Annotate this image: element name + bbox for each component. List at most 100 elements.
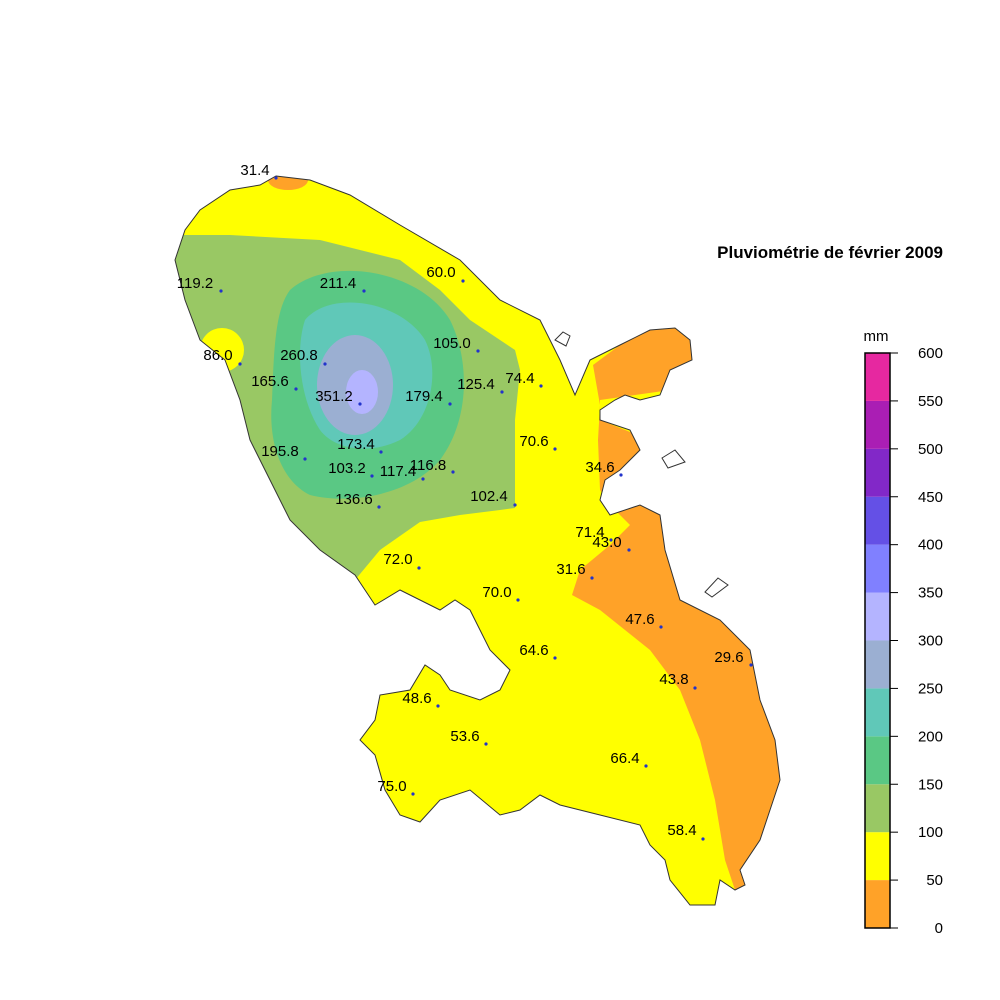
station-dot bbox=[500, 390, 504, 394]
legend-bin bbox=[865, 448, 890, 497]
legend-tick-label: 250 bbox=[918, 680, 943, 697]
station-label: 43.0 bbox=[592, 534, 621, 551]
station-label: 173.4 bbox=[337, 436, 375, 453]
legend-tick-label: 300 bbox=[918, 633, 943, 650]
legend-tick-label: 50 bbox=[926, 872, 943, 889]
legend-bin bbox=[865, 784, 890, 833]
zone-0-50 bbox=[268, 176, 308, 190]
legend-tick-label: 100 bbox=[918, 824, 943, 841]
station-dot bbox=[436, 704, 440, 708]
station-dot bbox=[461, 279, 465, 283]
station-label: 47.6 bbox=[625, 611, 654, 628]
station-label: 179.4 bbox=[405, 388, 443, 405]
station-dot bbox=[627, 548, 631, 552]
station-label: 34.6 bbox=[585, 459, 614, 476]
map-title: Pluviométrie de février 2009 bbox=[717, 243, 943, 262]
legend-tick-label: 0 bbox=[935, 920, 943, 937]
station-dot bbox=[358, 402, 362, 406]
station-label: 31.6 bbox=[556, 561, 585, 578]
station-label: 74.4 bbox=[505, 370, 534, 387]
station-dot bbox=[693, 686, 697, 690]
station-dot bbox=[513, 503, 517, 507]
legend-bin bbox=[865, 400, 890, 449]
station-dot bbox=[476, 349, 480, 353]
legend-tick-label: 350 bbox=[918, 585, 943, 602]
station-label: 29.6 bbox=[714, 649, 743, 666]
station-label: 260.8 bbox=[280, 347, 318, 364]
station-dot bbox=[749, 663, 753, 667]
zone-300-350 bbox=[346, 370, 378, 414]
station-dot bbox=[448, 402, 452, 406]
station-label: 103.2 bbox=[328, 460, 366, 477]
station-dot bbox=[701, 837, 705, 841]
station-dot bbox=[484, 742, 488, 746]
station-dot bbox=[590, 576, 594, 580]
legend-tick-label: 150 bbox=[918, 776, 943, 793]
station-label: 64.6 bbox=[519, 642, 548, 659]
station-dot bbox=[370, 474, 374, 478]
station-dot bbox=[619, 473, 623, 477]
legend-tick-label: 600 bbox=[918, 345, 943, 362]
station-label: 105.0 bbox=[433, 335, 471, 352]
station-label: 48.6 bbox=[402, 690, 431, 707]
legend-bin bbox=[865, 640, 890, 689]
station-label: 102.4 bbox=[470, 488, 508, 505]
station-label: 351.2 bbox=[315, 388, 353, 405]
station-dot bbox=[411, 792, 415, 796]
station-dot bbox=[362, 289, 366, 293]
legend-bin bbox=[865, 544, 890, 593]
legend-tick-label: 550 bbox=[918, 393, 943, 410]
station-dot bbox=[379, 450, 383, 454]
station-label: 31.4 bbox=[240, 162, 269, 179]
station-label: 116.8 bbox=[410, 457, 446, 474]
station-label: 53.6 bbox=[450, 728, 479, 745]
rain-zones bbox=[175, 176, 780, 905]
station-dot bbox=[417, 566, 421, 570]
station-label: 75.0 bbox=[377, 778, 406, 795]
legend-tick-label: 450 bbox=[918, 489, 943, 506]
station-dot bbox=[421, 477, 425, 481]
legend-unit: mm bbox=[864, 328, 889, 345]
station-label: 195.8 bbox=[261, 443, 299, 460]
station-dot bbox=[303, 457, 307, 461]
legend-tick-label: 200 bbox=[918, 728, 943, 745]
station-label: 70.6 bbox=[519, 433, 548, 450]
legend-bin bbox=[865, 688, 890, 737]
legend-bin bbox=[865, 496, 890, 545]
station-label: 165.6 bbox=[251, 373, 289, 390]
station-dot bbox=[377, 505, 381, 509]
station-dot bbox=[219, 289, 223, 293]
station-dot bbox=[516, 598, 520, 602]
station-dot bbox=[294, 387, 298, 391]
station-dot bbox=[553, 656, 557, 660]
station-dot bbox=[553, 447, 557, 451]
station-label: 60.0 bbox=[426, 264, 455, 281]
station-dot bbox=[451, 470, 455, 474]
station-dot bbox=[323, 362, 327, 366]
station-label: 136.6 bbox=[335, 491, 373, 508]
station-dot bbox=[539, 384, 543, 388]
station-label: 125.4 bbox=[457, 376, 495, 393]
station-dot bbox=[274, 176, 278, 180]
coastline bbox=[174, 175, 781, 906]
station-dot bbox=[238, 362, 242, 366]
station-dot bbox=[644, 764, 648, 768]
islet bbox=[554, 331, 571, 347]
station-label: 72.0 bbox=[383, 551, 412, 568]
station-label: 43.8 bbox=[659, 671, 688, 688]
station-dot bbox=[659, 625, 663, 629]
station-label: 86.0 bbox=[203, 347, 232, 364]
legend-bin bbox=[865, 880, 890, 928]
legend-bin bbox=[865, 736, 890, 785]
station-label: 70.0 bbox=[482, 584, 511, 601]
islet bbox=[704, 577, 729, 598]
station-label: 66.4 bbox=[610, 750, 639, 767]
legend-tick-label: 400 bbox=[918, 537, 943, 554]
legend-bin bbox=[865, 592, 890, 641]
station-label: 211.4 bbox=[320, 275, 356, 292]
legend-bin bbox=[865, 353, 890, 401]
station-dot bbox=[609, 538, 613, 542]
islet bbox=[661, 449, 686, 469]
legend-tick-label: 500 bbox=[918, 441, 943, 458]
